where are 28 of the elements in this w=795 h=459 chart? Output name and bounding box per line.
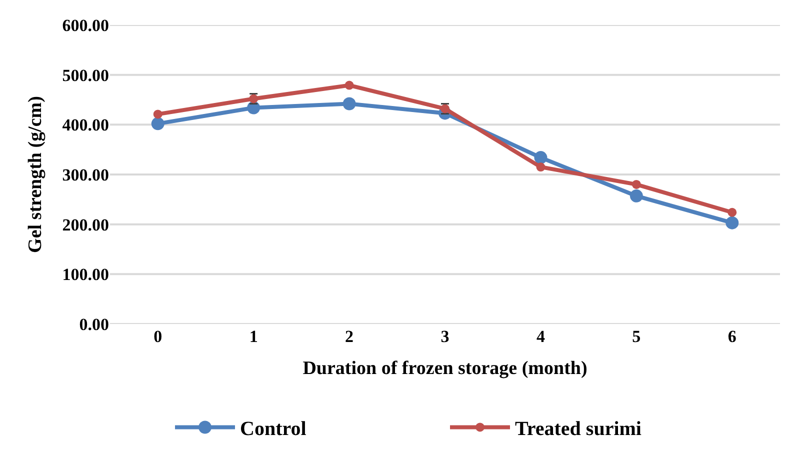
point	[726, 216, 739, 230]
legend-label: Control	[240, 418, 307, 440]
y-tick-label: 200.00	[62, 215, 109, 234]
point	[342, 97, 356, 110]
point	[632, 180, 641, 189]
y-tick-label: 400.00	[62, 116, 109, 135]
y-tick-label: 300.00	[62, 165, 109, 184]
x-tick-label: 3	[440, 327, 450, 346]
y-tick-label: 500.00	[62, 66, 109, 85]
y-axis-title: Gel strength (g/cm)	[25, 96, 46, 253]
point	[344, 80, 354, 90]
x-tick-label: 6	[728, 327, 736, 346]
y-tick-label: 100.00	[62, 265, 109, 284]
point	[536, 162, 546, 172]
x-tick-label: 0	[154, 327, 162, 346]
point	[728, 208, 737, 217]
point	[153, 110, 162, 119]
point	[630, 189, 643, 202]
x-tick-label: 2	[345, 327, 354, 346]
x-axis-title: Duration of frozen storage (month)	[302, 358, 588, 379]
x-tick-label: 5	[632, 327, 641, 346]
y-tick-label: 600.00	[62, 16, 109, 35]
point	[534, 151, 548, 164]
y-tick-label: 0.00	[79, 314, 109, 334]
point	[151, 117, 164, 130]
legend-label: Treated surimi	[515, 418, 642, 440]
x-tick-label: 4	[536, 327, 546, 346]
x-tick-label: 1	[249, 327, 258, 346]
